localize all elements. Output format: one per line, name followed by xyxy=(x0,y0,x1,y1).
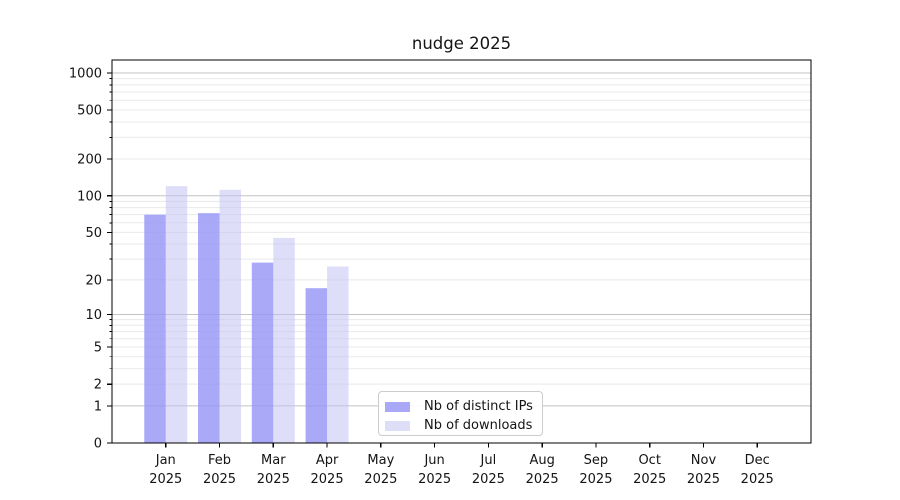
x-tick-label-year: 2025 xyxy=(311,472,344,487)
y-tick-label: 50 xyxy=(85,226,102,241)
x-tick-label-year: 2025 xyxy=(257,472,290,487)
x-tick-label-month: Dec xyxy=(745,453,770,468)
x-tick-label-year: 2025 xyxy=(526,472,559,487)
y-tick-label: 10 xyxy=(85,308,102,323)
x-tick-label-year: 2025 xyxy=(203,472,236,487)
legend-swatch-downloads xyxy=(385,420,410,431)
x-tick-label-month: Jun xyxy=(423,453,444,468)
y-tick-label: 20 xyxy=(85,273,102,288)
x-tick-label-month: Sep xyxy=(584,453,609,468)
x-tick-label-month: Aug xyxy=(529,453,554,468)
bar-nb-of-distinct-ips-jan xyxy=(144,214,166,443)
y-tick-label: 1 xyxy=(94,399,102,414)
legend-label-downloads: Nb of downloads xyxy=(424,418,533,433)
bar-nb-of-downloads-apr xyxy=(327,266,349,443)
bar-nb-of-distinct-ips-feb xyxy=(198,213,220,443)
legend-entry-distinct-ips: Nb of distinct IPs xyxy=(385,397,542,416)
x-tick-label-year: 2025 xyxy=(633,472,666,487)
y-tick-label: 1000 xyxy=(69,66,102,81)
chart-title: nudge 2025 xyxy=(411,34,512,53)
x-tick-label-year: 2025 xyxy=(364,472,397,487)
x-tick-label-month: Jan xyxy=(155,453,176,468)
y-tick-label: 5 xyxy=(94,341,102,356)
bar-nb-of-distinct-ips-mar xyxy=(251,262,274,443)
x-tick-label-month: Mar xyxy=(261,453,286,468)
y-tick-label: 0 xyxy=(94,437,102,452)
bar-nb-of-distinct-ips-apr xyxy=(305,288,328,443)
x-tick-label-year: 2025 xyxy=(579,472,612,487)
x-tick-label-year: 2025 xyxy=(741,472,774,487)
plot-border xyxy=(111,59,812,444)
bar-nb-of-downloads-feb xyxy=(219,189,242,443)
x-tick-label-year: 2025 xyxy=(418,472,451,487)
x-tick-label-month: Apr xyxy=(316,453,339,468)
y-tick-label: 500 xyxy=(77,104,102,119)
x-tick-label-month: Oct xyxy=(638,453,660,468)
bar-nb-of-downloads-jan xyxy=(165,186,188,443)
legend: Nb of distinct IPs Nb of downloads xyxy=(378,391,543,436)
legend-swatch-distinct-ips xyxy=(385,401,410,412)
x-tick-label-month: Nov xyxy=(691,453,717,468)
x-tick-label-year: 2025 xyxy=(687,472,720,487)
legend-label-distinct-ips: Nb of distinct IPs xyxy=(424,399,533,414)
y-tick-label: 200 xyxy=(77,152,102,167)
x-tick-label-month: May xyxy=(367,453,394,468)
legend-entry-downloads: Nb of downloads xyxy=(385,416,542,435)
x-tick-label-year: 2025 xyxy=(472,472,505,487)
bar-nb-of-downloads-mar xyxy=(273,237,295,443)
x-tick-label-year: 2025 xyxy=(149,472,182,487)
y-tick-label: 100 xyxy=(77,189,102,204)
x-tick-label-month: Jul xyxy=(480,453,497,468)
y-tick-label: 2 xyxy=(94,378,102,393)
x-tick-label-month: Feb xyxy=(208,453,231,468)
